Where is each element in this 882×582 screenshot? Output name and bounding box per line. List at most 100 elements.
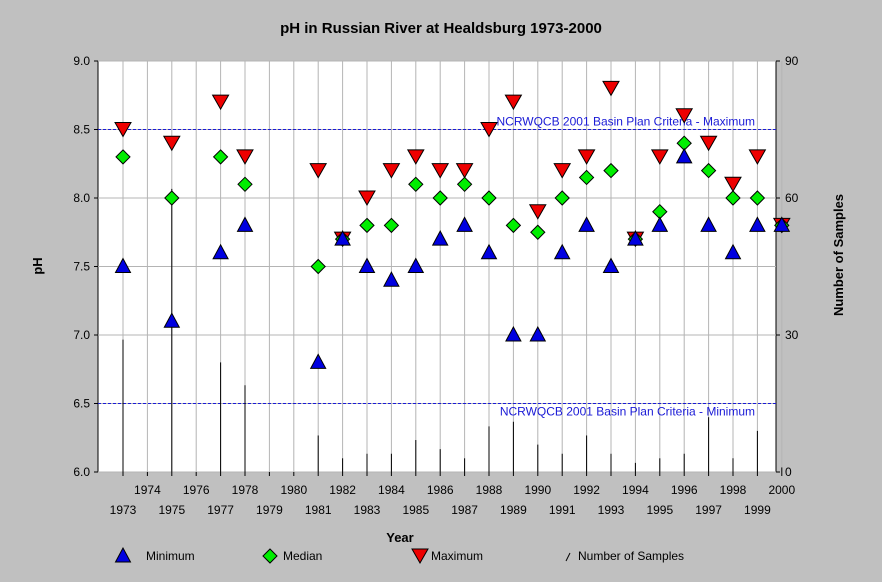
x-tick-label: 1987: [451, 503, 478, 517]
x-tick-label: 1976: [183, 483, 210, 497]
x-tick-label: 1975: [158, 503, 185, 517]
x-tick-label: 1973: [110, 503, 137, 517]
median-point: [481, 190, 497, 206]
median-point: [383, 217, 400, 234]
legend-minimum-label: Minimum: [146, 549, 195, 563]
x-tick-label: 1998: [720, 483, 747, 497]
maximum-point: [406, 149, 425, 165]
minimum-point: [553, 243, 571, 260]
median-point: [456, 176, 473, 193]
y-tick-label: 8.5: [73, 123, 90, 137]
minimum-point: [114, 257, 132, 273]
minimum-point: [383, 271, 400, 287]
legend-median-label: Median: [283, 549, 322, 563]
x-tick-label: 1994: [622, 483, 649, 497]
maximum-point: [577, 149, 596, 165]
legend-samples-icon: [565, 552, 571, 562]
minimum-point: [236, 216, 254, 232]
maximum-point: [675, 108, 694, 124]
legend-samples-label: Number of Samples: [578, 549, 684, 563]
x-tick-label: 1984: [378, 483, 405, 497]
minimum-point: [480, 243, 498, 260]
y-tick-label: 9.0: [73, 54, 90, 68]
minimum-point: [505, 325, 522, 342]
minimum-point: [309, 353, 327, 369]
median-point: [164, 190, 180, 206]
maximum-point: [748, 149, 767, 165]
maximum-point: [431, 163, 450, 179]
x-tick-label: 1991: [549, 503, 576, 517]
median-point: [505, 217, 522, 234]
y-tick-label: 6.0: [73, 465, 90, 479]
y-tick-label: 7.5: [73, 260, 90, 274]
legend-minimum-icon: [114, 546, 132, 563]
maximum-point: [211, 94, 230, 111]
y-tick-label: 6.5: [73, 397, 90, 411]
legend-median-icon: [262, 548, 278, 564]
y-tick-label: 8.0: [73, 191, 90, 205]
chart-title: pH in Russian River at Healdsburg 1973-2…: [280, 20, 602, 37]
minimum-point: [431, 230, 449, 246]
x-tick-label: 1980: [280, 483, 307, 497]
median-point: [359, 217, 375, 234]
x-tick-label: 1997: [695, 503, 722, 517]
minimum-point: [358, 257, 376, 273]
maximum-point: [162, 135, 181, 152]
y-tick-label: 7.0: [73, 328, 90, 342]
minimum-point: [578, 216, 595, 232]
median-point: [700, 162, 717, 179]
y2-tick-label: 30: [785, 328, 799, 342]
x-tick-label: 1989: [500, 503, 527, 517]
minimum-point: [602, 257, 620, 273]
median-point: [749, 190, 766, 206]
median-point: [237, 176, 253, 193]
minimum-point: [529, 325, 547, 342]
y-axis-title: pH: [30, 257, 45, 274]
y2-tick-label: 60: [785, 191, 799, 205]
criteria-lines: NCRWQCB 2001 Basin Plan Criteria - Maxim…: [98, 115, 776, 419]
x-tick-label: 1982: [329, 483, 356, 497]
median-point: [578, 169, 595, 186]
maximum-point: [455, 163, 474, 179]
minimum-point: [212, 243, 229, 260]
maximum-point: [382, 163, 401, 179]
x-tick-label: 1996: [671, 483, 698, 497]
minimum-point: [651, 216, 669, 232]
median-point: [212, 149, 229, 165]
maximum-point: [236, 149, 254, 165]
median-point: [725, 190, 741, 206]
minimum-point: [700, 216, 717, 232]
x-tick-label: 1988: [476, 483, 503, 497]
maximum-point: [480, 122, 498, 138]
x-tick-label: 1978: [232, 483, 259, 497]
criteria-label: NCRWQCB 2001 Basin Plan Criteria - Maxim…: [496, 115, 755, 129]
median-point: [310, 258, 326, 275]
x-tick-label: 1974: [134, 483, 161, 497]
marker-series: [114, 80, 791, 369]
median-point: [530, 224, 546, 240]
minimum-point: [627, 230, 644, 246]
minimum-point: [773, 216, 791, 232]
median-point: [115, 149, 131, 165]
y2-tick-label: 90: [785, 54, 799, 68]
maximum-point: [504, 94, 523, 111]
x-tick-label: 1995: [646, 503, 673, 517]
minimum-point: [334, 230, 351, 246]
x-tick-label: 1983: [354, 503, 381, 517]
median-point: [408, 176, 424, 193]
minimum-point: [163, 312, 181, 328]
criteria-label: NCRWQCB 2001 Basin Plan Criteria - Minim…: [500, 405, 755, 419]
x-tick-label: 1986: [427, 483, 454, 497]
y2-axis-title: Number of Samples: [831, 194, 846, 316]
minimum-point: [675, 147, 693, 164]
x-tick-label: 1979: [256, 503, 283, 517]
median-point: [554, 190, 570, 206]
legend: Minimum Median Maximum Number of Samples: [114, 546, 684, 565]
maximum-point: [114, 122, 132, 138]
maximum-point: [309, 163, 328, 179]
legend-maximum-icon: [411, 548, 429, 565]
minimum-point: [724, 243, 742, 260]
maximum-point: [650, 149, 669, 165]
maximum-point: [602, 80, 620, 97]
